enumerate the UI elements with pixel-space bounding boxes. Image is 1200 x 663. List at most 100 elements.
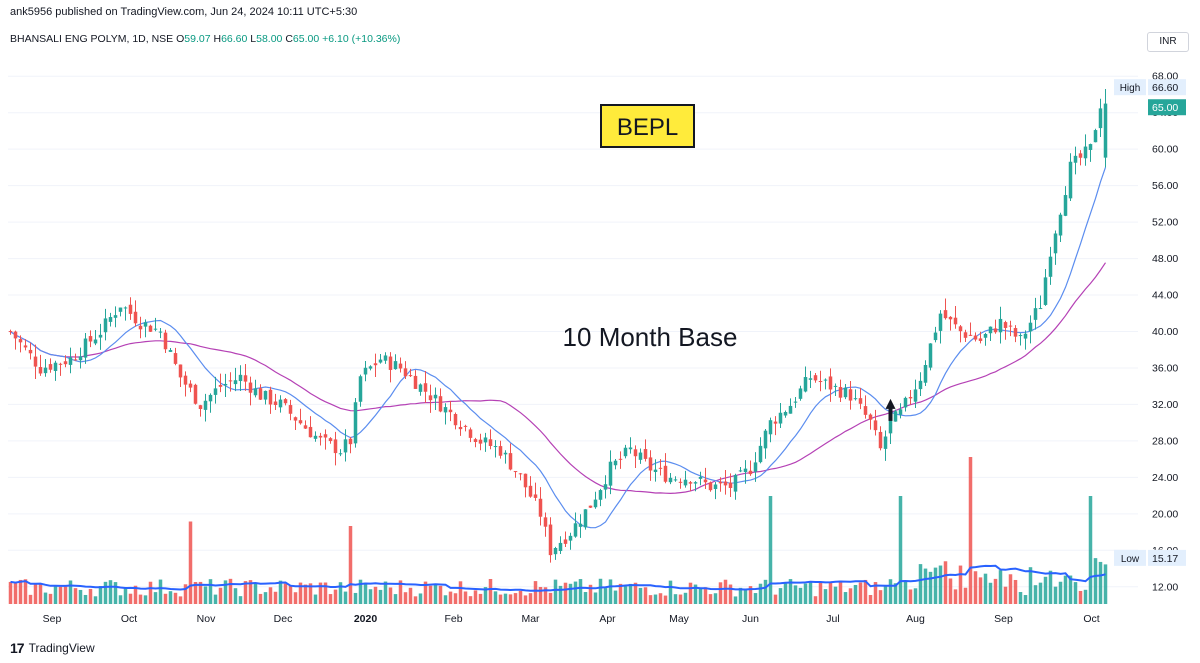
volume-bar: [1028, 567, 1033, 604]
candle-body: [318, 435, 323, 438]
volume-bar: [253, 582, 258, 604]
volume-bar: [688, 582, 693, 604]
high-tag-text: High: [1120, 83, 1141, 94]
volume-bar: [258, 593, 263, 604]
symbol-name[interactable]: BHANSALI ENG POLYM, 1D, NSE: [10, 33, 174, 45]
candle-body: [1053, 233, 1058, 254]
candle-body: [828, 376, 833, 390]
volume-bar: [733, 596, 738, 604]
volume-bar: [13, 583, 18, 604]
low-value-box: [1148, 549, 1186, 566]
volume-bar: [1068, 575, 1073, 604]
volume-bar: [78, 589, 83, 604]
candle-body: [53, 362, 58, 371]
candle-body: [118, 307, 123, 312]
time-tick-label: Aug: [906, 613, 925, 625]
candle-body: [348, 438, 353, 445]
volume-bar: [18, 579, 23, 604]
candle-body: [308, 426, 313, 438]
volume-bar: [158, 579, 163, 604]
candle-body: [858, 398, 863, 404]
time-tick-label: May: [669, 613, 690, 625]
candle-body: [948, 316, 953, 320]
volume-bar: [73, 588, 78, 604]
candle-body: [533, 494, 538, 498]
high-price-label: High 66.60: [1114, 79, 1186, 96]
volume-bar: [578, 579, 583, 604]
volume-bar: [928, 571, 933, 604]
candle-body: [943, 310, 948, 319]
last-price-label: 65.00: [1148, 99, 1186, 116]
candle-body: [563, 539, 568, 544]
candle-body: [523, 473, 528, 488]
volume-bar: [903, 581, 908, 604]
candle-body: [668, 477, 673, 483]
volume-bar: [393, 594, 398, 604]
currency-button[interactable]: INR: [1147, 32, 1189, 52]
candle-body: [513, 471, 518, 473]
candle-body: [108, 317, 113, 322]
volume-bar: [718, 582, 723, 604]
candle-body: [793, 401, 798, 403]
candle-body: [493, 446, 498, 448]
candle-body: [723, 481, 728, 486]
candle-body: [728, 482, 733, 488]
candle-body: [588, 505, 593, 508]
candle-body: [773, 421, 778, 424]
volume-bar: [893, 583, 898, 604]
volume-bar: [448, 591, 453, 604]
candle-body: [13, 331, 18, 339]
volume-bar: [63, 586, 68, 604]
volume-bar: [483, 587, 488, 604]
volume-bar: [278, 580, 283, 604]
high-value-box: [1148, 79, 1186, 96]
candle-body: [1018, 335, 1023, 337]
volume-bar: [153, 592, 158, 604]
candle-body: [1068, 161, 1073, 199]
candle-body: [953, 317, 958, 325]
volume-bar: [328, 594, 333, 604]
volume-bar: [443, 595, 448, 604]
candle-body: [958, 326, 963, 332]
slow-moving-average-line: [10, 262, 1106, 495]
price-axis: 12.0016.0020.0024.0028.0032.0036.0040.00…: [1152, 71, 1178, 594]
candle-body: [1003, 322, 1008, 328]
volume-bar: [113, 582, 118, 604]
price-tick-label: 60.00: [1152, 144, 1178, 156]
candle-body: [1038, 308, 1043, 310]
candle-body: [908, 396, 913, 399]
volume-bar: [123, 588, 128, 604]
volume-bar: [433, 583, 438, 604]
volume-bar: [178, 596, 183, 604]
candle-body: [988, 326, 993, 334]
price-tick-label: 20.00: [1152, 508, 1178, 520]
candle-body: [153, 328, 158, 330]
volume-bar: [848, 588, 853, 604]
volume-bar: [143, 595, 148, 604]
candle-body: [293, 417, 298, 421]
candle-body: [448, 409, 453, 413]
volume-bar: [428, 585, 433, 604]
volume-bar: [478, 593, 483, 604]
candle-body: [758, 445, 763, 463]
candle-body: [123, 307, 128, 309]
candle-body: [343, 439, 348, 453]
candle-body: [373, 363, 378, 366]
volume-bar: [523, 595, 528, 604]
candle-body: [468, 429, 473, 438]
volume-bar: [543, 587, 548, 604]
volume-bar: [853, 584, 858, 604]
tradingview-logo[interactable]: 17 TradingView: [10, 640, 95, 656]
candle-body: [133, 311, 138, 324]
volume-moving-average-line: [10, 564, 1106, 592]
candle-body: [883, 436, 888, 449]
volume-bar: [308, 583, 313, 604]
price-tick-label: 36.00: [1152, 362, 1178, 374]
volume-bar: [883, 585, 888, 604]
candle-body: [838, 387, 843, 398]
volume-bar: [1033, 585, 1038, 604]
candle-body: [298, 420, 303, 424]
time-tick-label: Apr: [599, 613, 616, 625]
volume-bar: [238, 596, 243, 604]
